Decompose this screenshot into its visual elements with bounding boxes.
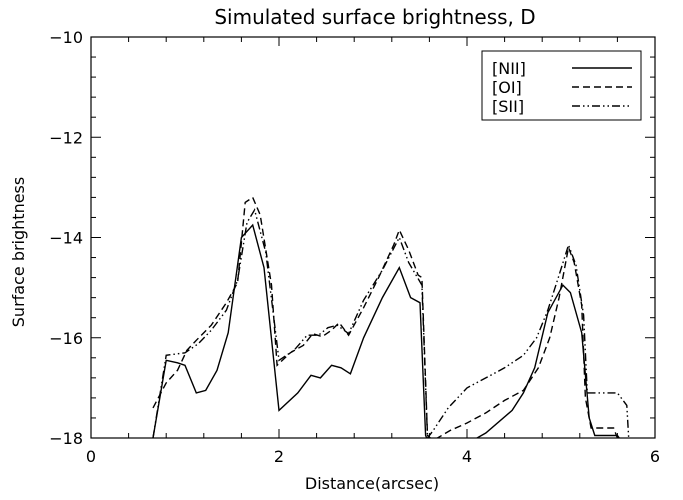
legend-label: [OI] [492,78,522,97]
series-line-2 [152,208,630,438]
x-axis: 0 2 4 6 [86,37,660,466]
x-tick-label: 2 [274,447,284,466]
series-line-1 [152,196,619,438]
x-tick-label: 0 [86,447,96,466]
y-axis: −18 −16 −14 −12 −10 [49,28,655,448]
y-tick-label: −14 [49,229,83,248]
y-axis-label: Surface brightness [9,177,28,327]
x-tick-label: 4 [462,447,472,466]
y-tick-label: −10 [49,28,83,47]
chart-title: Simulated surface brightness, D [214,5,535,29]
series-layer [152,196,630,438]
legend-box [481,50,642,121]
legend: [NII][OI][SII] [481,50,642,121]
y-tick-label: −18 [49,429,83,448]
y-tick-label: −16 [49,329,83,348]
x-axis-label: Distance(arcsec) [305,474,439,493]
legend-label: [SII] [492,97,524,116]
x-tick-label: 6 [650,447,660,466]
y-tick-label: −12 [49,128,83,147]
legend-label: [NII] [492,59,526,78]
